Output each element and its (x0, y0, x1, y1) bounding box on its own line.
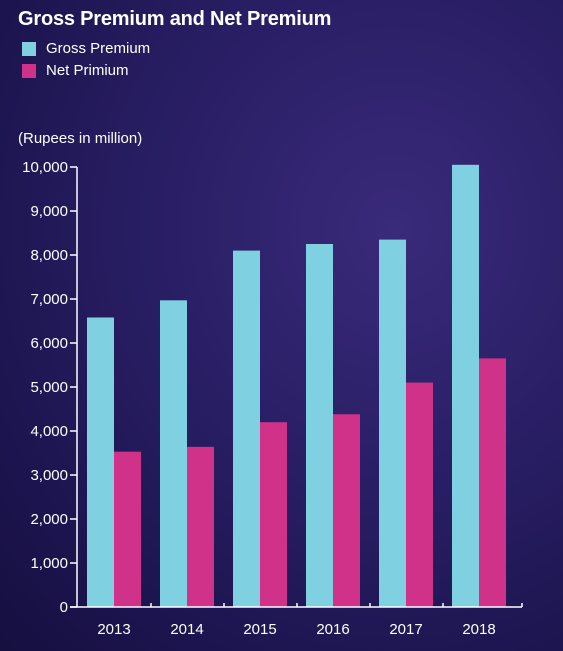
bar-gross-2014 (160, 300, 187, 607)
bar-net-2015 (260, 422, 287, 607)
bar-net-2016 (333, 414, 360, 607)
legend-swatch-gross-premium (22, 41, 36, 56)
x-tick-label-2014: 2014 (170, 621, 203, 638)
y-tick-label-1000: 1,000 (30, 555, 68, 572)
x-tick-label-2018: 2018 (462, 621, 495, 638)
bar-net-2014 (187, 446, 214, 607)
bar-gross-2015 (233, 250, 260, 607)
bar-net-2018 (479, 358, 506, 607)
y-tick-label-7000: 7,000 (30, 291, 68, 308)
y-tick-label-10000: 10,000 (22, 159, 68, 176)
bar-gross-2018 (452, 164, 479, 608)
chart-title: Gross Premium and Net Premium (18, 8, 332, 30)
legend-item-net-premium: Net Primium (22, 62, 129, 79)
y-tick-label-6000: 6,000 (30, 335, 68, 352)
y-tick-label-3000: 3,000 (30, 467, 68, 484)
y-axis-unit-label: (Rupees in million) (18, 130, 143, 147)
y-tick-label-0: 0 (60, 599, 68, 616)
y-tick-label-4000: 4,000 (30, 423, 68, 440)
bar-gross-2017 (379, 239, 406, 607)
x-tick-label-2016: 2016 (316, 621, 349, 638)
legend-item-gross-premium: Gross Premium (22, 40, 150, 57)
bar-net-2013 (114, 451, 141, 607)
x-tick-label-2013: 2013 (97, 621, 130, 638)
x-tick-label-2015: 2015 (243, 621, 276, 638)
bar-net-2017 (406, 382, 433, 607)
y-tick-label-2000: 2,000 (30, 511, 68, 528)
y-tick-label-9000: 9,000 (30, 203, 68, 220)
x-tick-label-2017: 2017 (389, 621, 422, 638)
legend-swatch-net-premium (22, 63, 36, 78)
bar-gross-2016 (306, 244, 333, 607)
bar-gross-2013 (87, 317, 114, 607)
y-tick-label-8000: 8,000 (30, 247, 68, 264)
y-tick-label-5000: 5,000 (30, 379, 68, 396)
legend-label-gross-premium: Gross Premium (46, 40, 151, 57)
legend-label-net-premium: Net Primium (46, 62, 129, 79)
